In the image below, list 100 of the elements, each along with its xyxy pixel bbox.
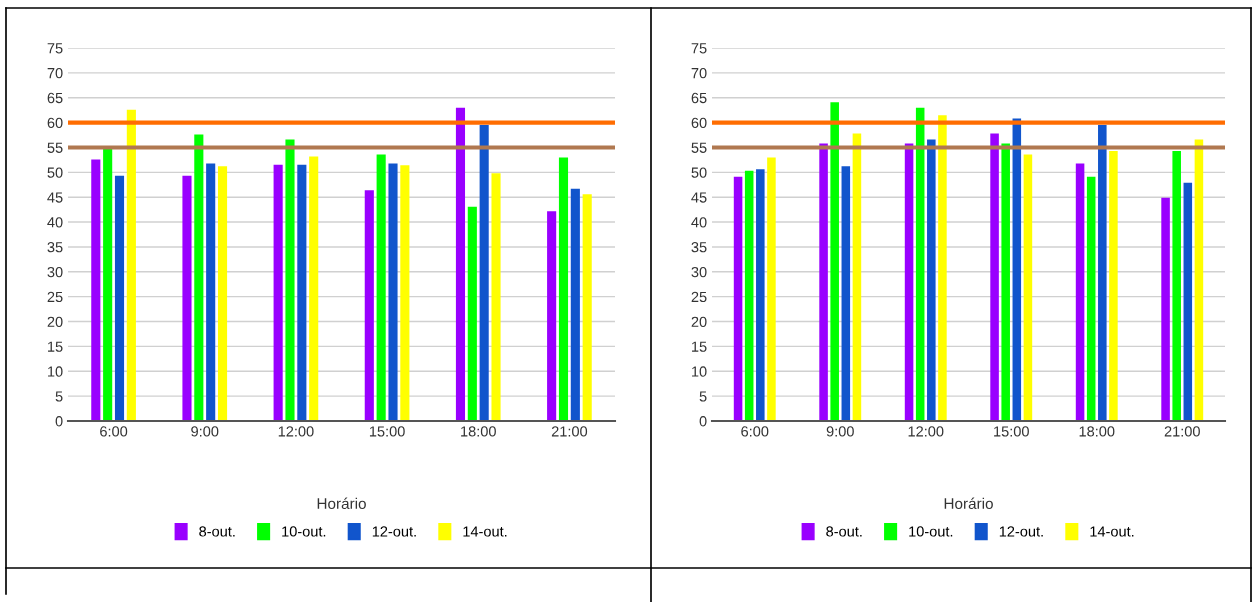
bar [1183,182,1193,421]
y-tick-label: 60 [47,117,63,129]
y-tick-label: 75 [691,43,707,54]
bar [1098,125,1107,421]
legend-label: 10-out. [909,526,953,537]
bar [194,134,204,421]
legend-label: 8-out. [826,526,862,537]
bar [182,175,192,421]
bar [103,147,113,421]
bar [1109,150,1118,421]
x-tick-label: 15:00 [369,426,405,437]
bar [126,109,136,421]
legend-label: 10-out. [282,526,326,537]
y-tick-label: 45 [691,192,707,203]
bar [1001,143,1010,421]
bar [376,154,386,421]
bar [309,156,319,421]
bar [364,190,374,421]
bar [547,211,557,421]
bar [990,133,999,421]
y-tick-label: 45 [47,192,63,203]
y-tick-label: 50 [691,167,707,178]
bar [297,164,307,421]
bar [217,166,228,421]
x-tick-label: 18:00 [1079,426,1115,437]
bar [830,102,839,421]
y-tick-label: 10 [48,366,63,377]
y-tick-label: 70 [691,67,707,79]
y-tick-label: 40 [691,217,707,228]
y-tick-label: 25 [691,291,707,303]
bar [467,206,477,421]
bar [1161,197,1170,421]
y-tick-label: 35 [691,242,707,253]
y-tick-label: 55 [691,142,707,153]
bar [114,175,125,421]
y-tick-label: 30 [691,266,707,278]
bar [1012,118,1022,421]
y-tick-label: 5 [699,391,707,402]
bar [1172,150,1181,421]
bar [744,170,754,421]
bar [1086,176,1096,421]
y-tick-label: 65 [47,92,63,104]
y-tick-label: 10 [692,366,707,377]
y-tick-label: 65 [691,92,707,104]
y-tick-label: 20 [47,316,63,327]
y-tick-label: 60 [691,117,707,129]
bar [558,157,569,421]
bar [767,157,776,421]
x-tick-label: 21:00 [1164,426,1200,437]
bar [819,143,828,421]
bar [733,176,743,421]
x-tick-label: 15:00 [994,426,1029,437]
y-tick-label: 15 [48,341,63,352]
bar [938,115,947,421]
bar [915,107,925,421]
y-tick-label: 20 [691,316,707,327]
x-tick-label: 21:00 [551,426,588,437]
bar [273,164,283,421]
bar [91,159,101,421]
legend-label: 12-out. [372,526,416,537]
bar [491,173,501,421]
y-tick-label: 70 [47,67,63,79]
bar [841,166,851,421]
x-tick-label: 9:00 [191,426,219,437]
bar [455,107,466,421]
x-tick-label: 12:00 [908,426,944,437]
x-tick-label: 9:00 [826,426,854,437]
bar [388,163,398,421]
x-tick-label: 6:00 [100,426,128,437]
legend-label: 14-out. [463,526,507,537]
x-tick-label: 18:00 [461,426,496,437]
y-tick-label: 0 [699,416,707,427]
y-tick-label: 50 [47,167,63,178]
bar [927,139,936,421]
bar [479,125,489,421]
y-tick-label: 30 [47,266,63,278]
x-axis-title: Horário [944,497,993,510]
y-tick-label: 35 [47,242,63,253]
bar [206,163,216,421]
y-tick-label: 5 [55,391,63,402]
bar [852,133,862,421]
bar [1194,139,1204,421]
y-tick-label: 0 [55,416,63,427]
bar [1023,154,1033,421]
bar [582,194,592,421]
y-tick-label: 55 [47,142,63,153]
legend-label: 8-out. [199,526,235,537]
bar [756,169,765,421]
x-tick-label: 12:00 [278,426,314,437]
y-tick-label: 15 [692,341,707,352]
legend-label: 14-out. [1090,526,1134,537]
x-tick-label: 6:00 [741,426,769,437]
bar [1075,163,1085,421]
x-axis-title: Horário [317,497,366,510]
y-tick-label: 75 [47,43,63,54]
bar [570,188,580,421]
legend-label: 12-out. [999,526,1043,537]
y-tick-label: 25 [47,291,63,303]
bar [400,165,410,421]
bar [904,143,914,421]
